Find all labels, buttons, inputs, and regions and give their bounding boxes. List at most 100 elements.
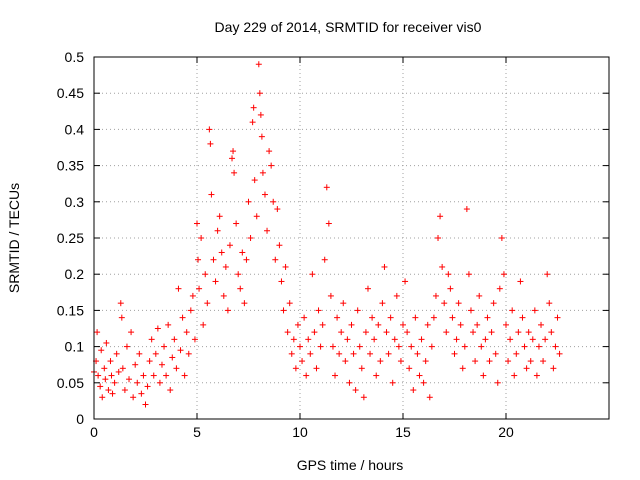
data-point bbox=[430, 314, 437, 321]
data-point bbox=[521, 343, 528, 350]
data-point bbox=[317, 343, 324, 350]
data-point bbox=[130, 394, 137, 401]
data-point bbox=[250, 104, 257, 111]
data-point bbox=[191, 336, 198, 343]
data-point bbox=[336, 350, 343, 357]
data-point bbox=[385, 350, 392, 357]
data-point bbox=[290, 336, 297, 343]
data-point bbox=[98, 347, 105, 354]
data-point bbox=[222, 263, 229, 270]
axis-ticks: 0 5 10 15 20 0 0.05 0.1 0.15 0.2 0.25 0.3 0.35 0.4 0.4… bbox=[57, 49, 609, 440]
data-point bbox=[229, 155, 236, 162]
data-point bbox=[270, 198, 277, 205]
data-point bbox=[207, 140, 214, 147]
data-point bbox=[198, 235, 205, 241]
data-point bbox=[494, 379, 501, 386]
plot-frame bbox=[93, 56, 610, 420]
data-point bbox=[360, 394, 367, 401]
data-point bbox=[286, 300, 293, 307]
data-point bbox=[305, 336, 312, 343]
data-point bbox=[123, 343, 130, 350]
data-point bbox=[255, 61, 262, 68]
data-point bbox=[280, 307, 287, 314]
data-point bbox=[480, 372, 487, 379]
data-point bbox=[183, 329, 190, 336]
data-point bbox=[179, 314, 186, 321]
data-point bbox=[161, 343, 168, 350]
data-point bbox=[550, 365, 557, 372]
data-point bbox=[439, 263, 446, 270]
data-point bbox=[358, 365, 365, 372]
data-point bbox=[294, 321, 301, 328]
data-point bbox=[513, 350, 520, 357]
data-point bbox=[389, 379, 396, 386]
data-point bbox=[531, 307, 538, 314]
data-point bbox=[364, 285, 371, 292]
data-point bbox=[492, 350, 499, 357]
data-point bbox=[488, 329, 495, 336]
data-point bbox=[95, 372, 102, 379]
data-point bbox=[200, 321, 207, 328]
data-point bbox=[418, 336, 425, 343]
data-point bbox=[140, 372, 147, 379]
data-point bbox=[490, 300, 497, 307]
data-point bbox=[132, 361, 139, 368]
data-point bbox=[496, 285, 503, 292]
data-point bbox=[297, 343, 303, 350]
data-point bbox=[397, 358, 404, 365]
data-point bbox=[258, 133, 265, 140]
data-point bbox=[239, 249, 246, 256]
data-point bbox=[99, 394, 106, 401]
data-point bbox=[233, 220, 240, 227]
data-point bbox=[311, 329, 318, 336]
data-point bbox=[105, 387, 112, 394]
y-tick-label: 0.35 bbox=[57, 158, 84, 174]
data-point bbox=[554, 314, 561, 321]
data-point bbox=[406, 365, 413, 372]
data-point bbox=[309, 271, 316, 278]
data-point bbox=[142, 401, 149, 408]
data-point bbox=[381, 263, 388, 270]
data-point bbox=[321, 256, 328, 263]
data-point bbox=[292, 365, 299, 372]
data-point bbox=[535, 343, 542, 350]
data-point bbox=[261, 191, 268, 198]
data-point bbox=[373, 372, 380, 379]
data-point bbox=[350, 350, 357, 357]
data-point bbox=[251, 177, 258, 184]
data-point bbox=[241, 300, 248, 307]
data-point bbox=[301, 314, 308, 321]
data-point bbox=[424, 321, 431, 328]
data-point bbox=[313, 365, 320, 372]
data-point bbox=[453, 336, 460, 343]
data-point bbox=[478, 343, 485, 350]
x-axis-label: GPS time / hours bbox=[297, 457, 404, 473]
data-point bbox=[533, 372, 540, 379]
data-point bbox=[503, 321, 509, 328]
data-point bbox=[117, 300, 124, 307]
data-point bbox=[463, 206, 470, 213]
data-point bbox=[218, 249, 225, 256]
data-point bbox=[111, 379, 118, 386]
data-point bbox=[338, 329, 345, 336]
data-point bbox=[465, 271, 472, 278]
data-point bbox=[340, 300, 347, 307]
data-point bbox=[451, 350, 458, 357]
data-point bbox=[552, 343, 559, 350]
chart-title: Day 229 of 2014, SRMTID for receiver vis… bbox=[215, 19, 482, 35]
data-point bbox=[115, 368, 122, 375]
data-point bbox=[523, 365, 530, 372]
data-point bbox=[152, 350, 159, 357]
data-point bbox=[102, 376, 109, 383]
data-point bbox=[332, 372, 339, 379]
data-point bbox=[556, 350, 563, 357]
data-point bbox=[367, 350, 374, 357]
data-point bbox=[472, 358, 479, 365]
data-point bbox=[484, 314, 491, 321]
y-tick-label: 0.15 bbox=[57, 302, 84, 318]
data-point bbox=[245, 198, 252, 205]
data-point bbox=[408, 343, 415, 350]
data-point bbox=[103, 339, 110, 346]
data-point bbox=[249, 119, 256, 126]
